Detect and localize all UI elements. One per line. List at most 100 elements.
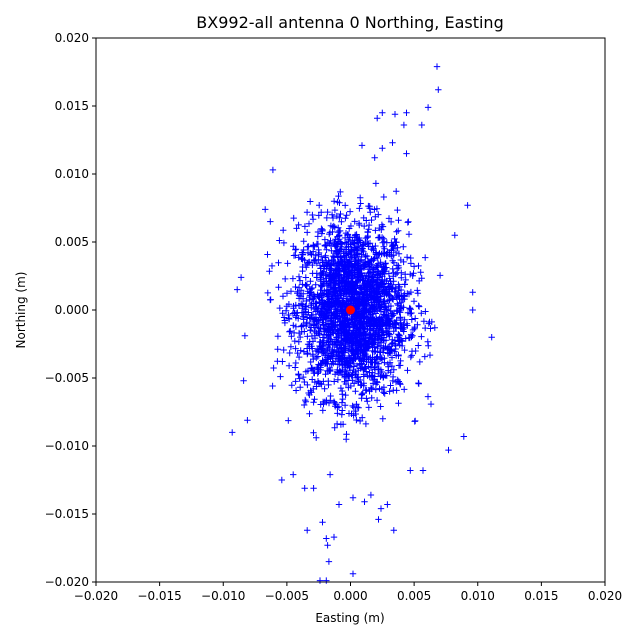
data-point [327,320,335,328]
data-point [355,404,362,411]
data-point [285,417,292,424]
data-point [469,289,476,296]
data-point [366,270,374,277]
y-axis-label: Northing (m) [14,272,28,349]
data-point [390,527,397,534]
data-point [345,371,352,379]
data-point [313,274,320,281]
data-point [349,402,356,410]
data-point [408,316,415,323]
data-point [386,275,393,282]
data-point [354,273,361,280]
data-point [336,280,343,287]
data-point [367,209,374,216]
data-point [356,205,363,212]
data-point [237,274,245,281]
data-point [282,307,290,314]
data-point [380,235,387,242]
data-point [378,325,385,332]
data-point [363,217,370,224]
data-point [404,322,411,329]
data-point [294,288,301,295]
data-point [334,265,341,273]
data-point [333,420,341,428]
data-point [300,373,307,381]
data-point [377,403,384,410]
data-point [368,372,375,380]
data-point [380,389,387,396]
chart-title: BX992-all antenna 0 Northing, Easting [196,13,503,32]
data-point [331,288,338,295]
data-point [334,260,341,267]
data-point [424,104,432,111]
data-point [309,295,316,302]
data-point [299,301,306,308]
data-point [350,281,357,288]
data-point [327,336,335,343]
data-point [321,278,328,285]
data-point [328,276,335,283]
data-point [401,281,408,288]
data-point [306,391,313,399]
data-point [275,259,282,266]
data-point [358,286,365,293]
data-point [364,344,372,352]
data-point [395,400,402,407]
data-point [331,378,338,385]
data-point [375,516,382,523]
data-point [365,240,372,247]
data-point [346,208,354,215]
data-point [332,319,339,326]
data-point [375,360,382,367]
data-point [372,213,379,220]
data-point [318,209,325,216]
data-point [381,390,388,397]
data-point [364,278,371,286]
data-point [305,220,313,227]
data-point [418,275,425,282]
y-axis-ticks: −0.020 −0.015 −0.010 −0.005 0.000 0.005 0.010 0… [45,31,96,589]
data-point [320,358,327,365]
data-point [303,297,310,305]
data-point [332,401,340,408]
data-point [392,239,399,246]
data-point [325,558,333,565]
data-point [357,194,364,201]
data-point [418,333,425,340]
data-point [464,202,471,209]
data-point [363,307,370,314]
data-point [329,301,336,309]
data-point [321,311,328,318]
data-point [280,346,287,354]
data-point [371,255,378,262]
data-point [338,332,345,339]
data-point [377,261,384,269]
data-point [241,332,249,339]
x-tick-label: 0.015 [524,589,558,603]
data-point [335,192,342,200]
data-point [352,285,359,292]
data-point [340,275,347,282]
data-point [329,257,337,264]
data-point [325,381,332,389]
data-point [325,325,332,332]
data-point [469,306,476,314]
data-point [240,377,247,384]
data-point [359,242,366,249]
data-point [373,205,381,212]
data-point [292,301,299,309]
data-point [393,387,400,394]
data-point [385,350,392,357]
data-point [279,293,287,300]
data-point [360,277,367,284]
data-point [266,268,273,275]
data-point [302,396,309,404]
y-tick-label: 0.000 [55,303,89,317]
data-point [363,353,371,360]
data-point [296,277,304,284]
data-point [292,364,299,371]
data-point [331,224,338,231]
data-point [380,297,388,305]
data-point [394,301,402,309]
data-point [388,313,395,320]
